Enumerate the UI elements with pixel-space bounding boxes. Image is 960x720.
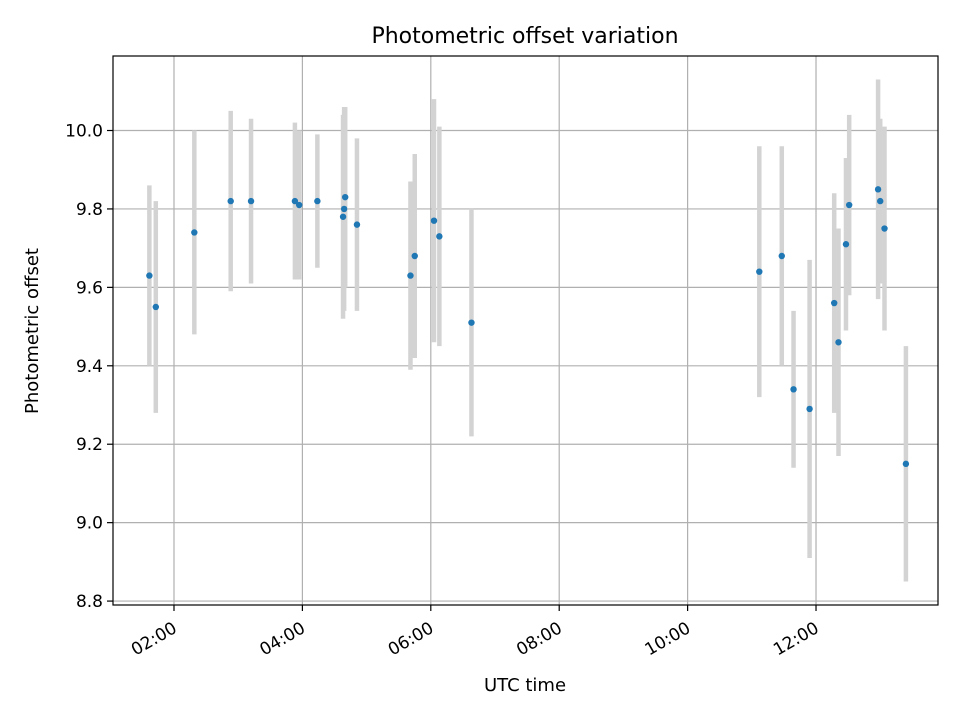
y-tick-label: 9.0 bbox=[76, 514, 103, 534]
data-point bbox=[436, 233, 443, 240]
data-point bbox=[902, 460, 910, 468]
data-point bbox=[247, 197, 255, 205]
y-tick-label: 8.8 bbox=[76, 592, 103, 612]
grid bbox=[113, 56, 938, 605]
y-tick-label: 10.0 bbox=[65, 122, 103, 142]
data-point bbox=[881, 225, 888, 232]
y-tick-label: 9.6 bbox=[76, 278, 103, 298]
chart-title: Photometric offset variation bbox=[371, 24, 678, 49]
x-axis-ticks: 02:00 04:00 06:00 08:00 10:00 12:00 bbox=[128, 605, 823, 660]
data-point bbox=[874, 186, 882, 193]
data-point bbox=[152, 303, 160, 311]
data-point bbox=[790, 386, 797, 393]
x-tick-label: 06:00 bbox=[385, 618, 437, 660]
y-axis-ticks: 8.8 9.0 9.2 9.4 9.6 9.8 10.0 bbox=[65, 122, 113, 612]
data-point bbox=[806, 405, 813, 413]
data-point bbox=[353, 221, 361, 228]
data-point bbox=[341, 193, 349, 201]
x-tick-label: 02:00 bbox=[128, 618, 180, 660]
x-tick-label: 04:00 bbox=[256, 618, 308, 660]
y-axis-label: Photometric offset bbox=[22, 248, 43, 414]
data-point bbox=[877, 197, 884, 205]
y-tick-label: 9.4 bbox=[76, 357, 103, 377]
data-point bbox=[835, 339, 842, 346]
error-bars bbox=[147, 79, 909, 582]
plot-area-frame bbox=[112, 55, 939, 606]
data-point bbox=[778, 252, 785, 260]
x-tick-label: 10:00 bbox=[642, 618, 694, 660]
data-points bbox=[146, 186, 910, 468]
data-point bbox=[295, 201, 303, 209]
y-tick-label: 9.8 bbox=[76, 200, 103, 220]
data-point bbox=[831, 299, 838, 307]
data-point bbox=[407, 272, 414, 279]
data-point bbox=[468, 319, 475, 326]
data-point bbox=[146, 272, 153, 279]
data-point bbox=[339, 213, 347, 220]
data-point bbox=[411, 252, 418, 260]
data-point bbox=[340, 205, 348, 213]
x-tick-label: 12:00 bbox=[770, 618, 822, 660]
x-axis-label: UTC time bbox=[484, 675, 566, 696]
data-point bbox=[191, 229, 198, 236]
x-tick-label: 08:00 bbox=[513, 618, 565, 660]
data-point bbox=[842, 241, 850, 248]
data-point bbox=[845, 201, 853, 209]
data-point bbox=[756, 268, 763, 275]
data-point bbox=[314, 197, 321, 205]
data-point bbox=[291, 197, 299, 205]
data-point bbox=[227, 197, 234, 205]
data-point bbox=[430, 217, 438, 224]
y-tick-label: 9.2 bbox=[76, 435, 103, 455]
